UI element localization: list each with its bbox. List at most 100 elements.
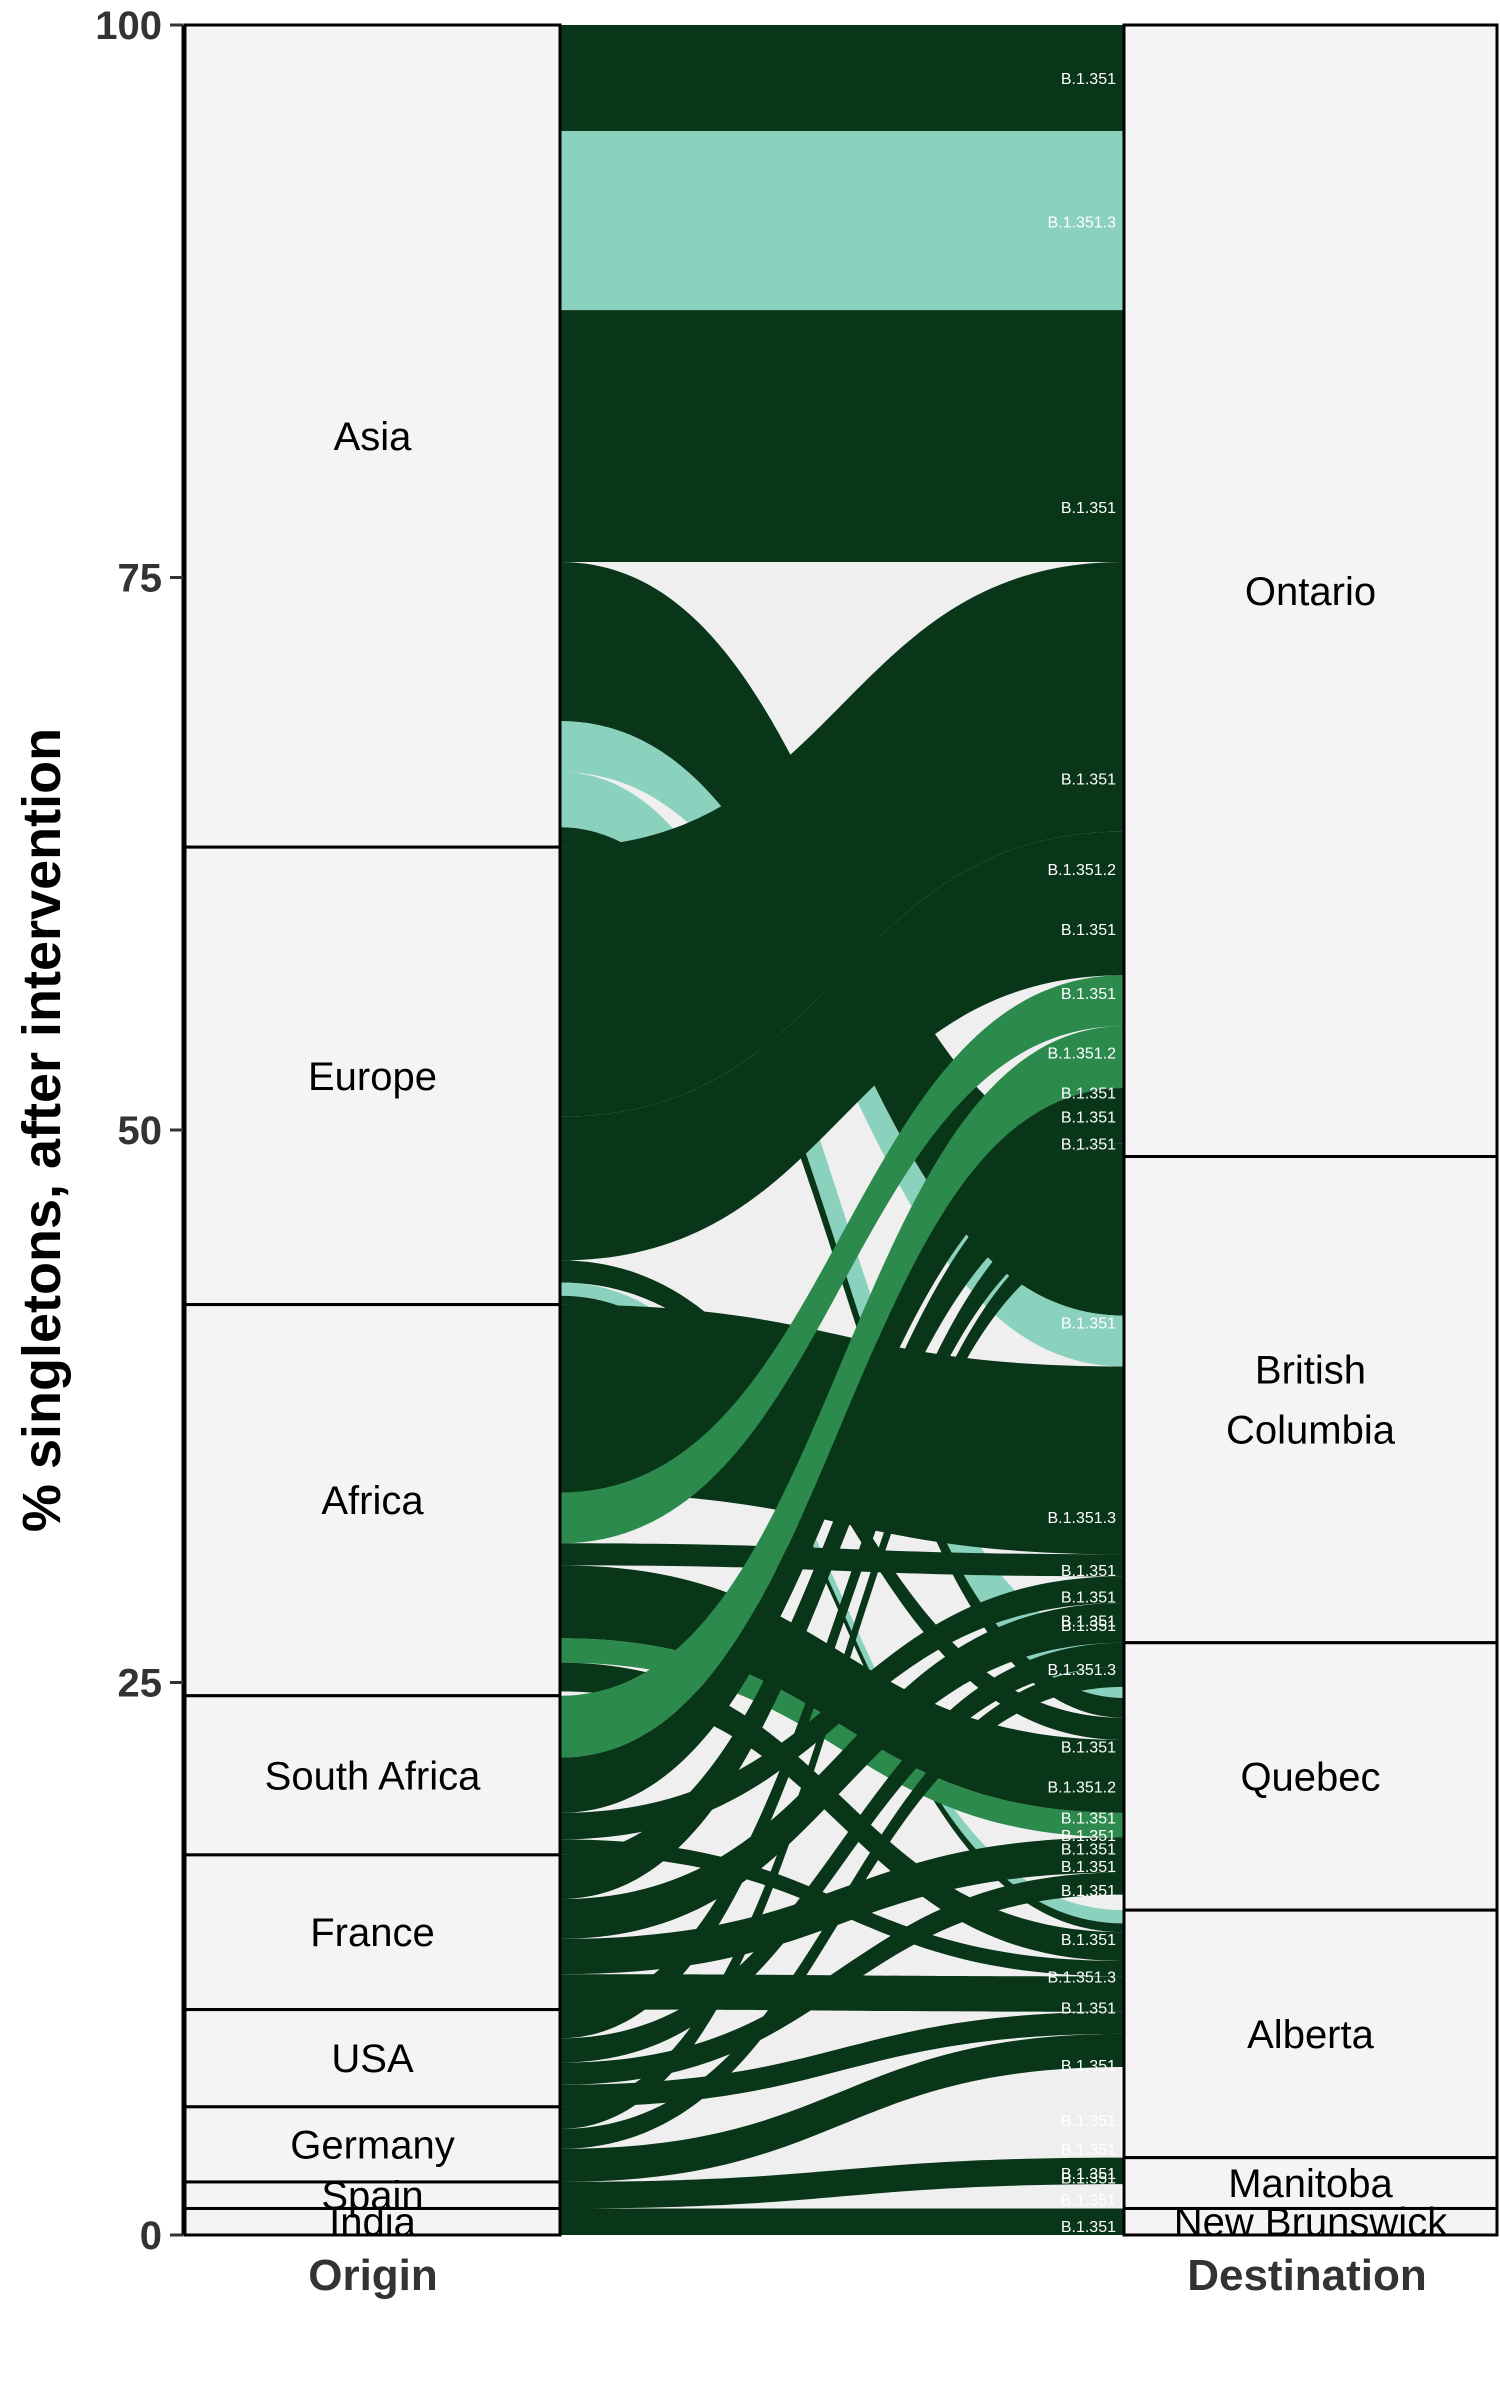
flow-label-27: B.1.351 — [1061, 2000, 1116, 2017]
flow-label-6: B.1.351 — [1061, 986, 1116, 1003]
flow-label-11: B.1.351 — [1061, 1315, 1116, 1332]
flow-label-21: B.1.351 — [1061, 1828, 1116, 1845]
origin-strata: Asia Europe Africa South Africa France USA Ger… — [183, 23, 562, 2245]
origin-label-usa: USA — [331, 2037, 414, 2081]
flow-label-15: B.1.351 — [1061, 1614, 1116, 1631]
y-tick-label-0: 0 — [140, 2214, 162, 2258]
x-axis-label-destination: Destination — [1187, 2251, 1427, 2300]
y-tick-label-75: 75 — [118, 557, 163, 601]
destination-stratum-british-columbia — [1122, 1155, 1499, 1645]
y-tick-label-25: 25 — [118, 1662, 163, 1706]
flow-spain-to-manitoba-33 — [560, 2157, 1124, 2209]
origin-stratum-spain — [183, 2180, 562, 2210]
flow-label-1: B.1.351.3 — [1048, 215, 1117, 232]
origin-stratum-south-africa — [183, 1694, 562, 1857]
origin-label-india: India — [329, 2201, 416, 2245]
flows — [560, 25, 1124, 2235]
flow-label-29: B.1.351 — [1061, 2113, 1116, 2130]
flow-europe-to-ontario-7 — [560, 562, 1124, 1117]
flow-asia-to-ontario-1 — [560, 131, 1124, 311]
flow-south-africa-to-british-columbia-20 — [560, 1576, 1124, 1840]
y-axis: 0 25 50 75 100 — [95, 4, 185, 2258]
flow-label-16: B.1.351 — [1061, 1618, 1116, 1635]
flow-label-32: B.1.351 — [1061, 2171, 1116, 2188]
origin-label-europe: Europe — [308, 1055, 437, 1099]
flow-label-19: B.1.351.2 — [1048, 1779, 1117, 1796]
destination-stratum-ontario — [1122, 23, 1499, 1159]
flow-germany-to-british-columbia-31 — [560, 1667, 1124, 2149]
flow-labels: B.1.351B.1.351.3B.1.351B.1.351B.1.351.2B… — [1048, 71, 1117, 2236]
flow-asia-to-ontario-2 — [560, 310, 1124, 563]
flow-africa-to-british-columbia-14 — [560, 1543, 1124, 1577]
flow-label-26: B.1.351.3 — [1048, 1969, 1117, 1986]
flow-label-23: B.1.351 — [1061, 1859, 1116, 1876]
flow-label-0: B.1.351 — [1061, 71, 1116, 88]
destination-label-quebec: Quebec — [1240, 1755, 1380, 1799]
flow-africa-to-alberta-17 — [560, 1662, 1124, 1961]
flow-france-to-ontario-22 — [560, 1143, 1124, 1900]
flow-south-africa-to-ontario-19 — [560, 1088, 1124, 1813]
flow-label-8: B.1.351 — [1061, 1085, 1116, 1102]
flow-usa-to-quebec-28 — [560, 1872, 1124, 2085]
flow-africa-to-quebec-16 — [560, 1638, 1124, 1838]
origin-label-africa: Africa — [321, 1479, 424, 1523]
flow-africa-to-ontario-13 — [560, 975, 1124, 1544]
flow-label-34: B.1.351 — [1061, 2219, 1116, 2236]
destination-label-new-brunswick: New Brunswick — [1174, 2201, 1448, 2245]
flow-label-25: B.1.351 — [1061, 1932, 1116, 1949]
flow-europe-to-ontario-8 — [560, 831, 1124, 1261]
origin-stratum-india — [183, 2206, 562, 2237]
origin-stratum-europe — [183, 845, 562, 1307]
origin-stratum-france — [183, 1853, 562, 2012]
flow-label-7: B.1.351.2 — [1048, 1046, 1117, 1063]
flow-germany-to-alberta-32 — [560, 2033, 1124, 2182]
flow-label-24: B.1.351 — [1061, 1883, 1116, 1900]
flow-label-18: B.1.351 — [1061, 1740, 1116, 1757]
flow-asia-to-ontario-0 — [560, 25, 1124, 132]
origin-label-spain: Spain — [321, 2174, 423, 2218]
flow-label-4: B.1.351.2 — [1048, 862, 1117, 879]
origin-label-south-africa: South Africa — [265, 1754, 481, 1798]
x-axis-label-origin: Origin — [308, 2251, 438, 2300]
origin-label-germany: Germany — [290, 2123, 455, 2167]
flow-germany-to-ontario-30 — [560, 1216, 1124, 2129]
destination-label-manitoba: Manitoba — [1228, 2162, 1393, 2206]
origin-stratum-asia — [183, 23, 562, 849]
flow-label-13: B.1.351 — [1061, 1563, 1116, 1580]
origin-label-asia: Asia — [334, 415, 413, 459]
flow-label-28: B.1.351 — [1061, 2058, 1116, 2075]
flow-south-africa-to-ontario-18 — [560, 1026, 1124, 1758]
flow-usa-to-british-columbia-27 — [560, 1642, 1124, 2063]
flow-label-14: B.1.351 — [1061, 1589, 1116, 1606]
destination-stratum-quebec — [1122, 1641, 1499, 1912]
destination-label-alberta: Alberta — [1247, 2013, 1374, 2057]
flow-label-9: B.1.351 — [1061, 1110, 1116, 1127]
flow-label-5: B.1.351 — [1061, 922, 1116, 939]
flow-usa-to-ontario-26 — [560, 1187, 1124, 2039]
flow-label-2: B.1.351 — [1061, 500, 1116, 517]
flow-label-17: B.1.351.3 — [1048, 1662, 1117, 1679]
flow-label-12: B.1.351.3 — [1048, 1510, 1117, 1527]
y-tick-label-100: 100 — [95, 4, 162, 48]
y-tick-label-50: 50 — [118, 1109, 163, 1153]
y-axis-label: % singletons, after intervention — [12, 728, 72, 1532]
origin-label-france: France — [310, 1911, 435, 1955]
destination-label-ontario: Ontario — [1245, 570, 1376, 614]
destination-label-british-columbia: British Columbia — [1226, 1349, 1396, 1453]
flow-label-22: B.1.351 — [1061, 1841, 1116, 1858]
origin-stratum-usa — [183, 2008, 562, 2109]
destination-stratum-alberta — [1122, 1908, 1499, 2160]
flow-label-10: B.1.351 — [1061, 1136, 1116, 1153]
destination-stratum-new-brunswick — [1122, 2206, 1499, 2237]
destination-strata: Ontario British Columbia Quebec Alberta Manit… — [1122, 23, 1499, 2245]
flow-label-3: B.1.351 — [1061, 772, 1116, 789]
flow-label-20: B.1.351 — [1061, 1810, 1116, 1827]
flow-label-33: B.1.351 — [1061, 2193, 1116, 2210]
flow-india-to-new-brunswick-34 — [560, 2208, 1124, 2235]
flow-label-30: B.1.351 — [1061, 2142, 1116, 2159]
origin-stratum-africa — [183, 1303, 562, 1698]
flow-france-to-british-columbia-23 — [560, 1602, 1124, 1939]
origin-stratum-germany — [183, 2105, 562, 2184]
flow-label-31: B.1.351 — [1061, 2166, 1116, 2183]
